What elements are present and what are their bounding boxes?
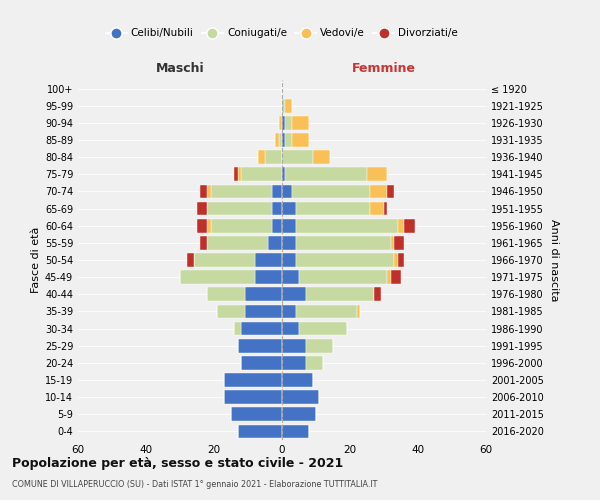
Bar bbox=[235, 322, 241, 336]
Bar bbox=[292, 184, 370, 198]
Bar bbox=[296, 253, 394, 267]
Bar bbox=[224, 373, 282, 387]
Bar bbox=[282, 270, 299, 284]
Bar bbox=[241, 168, 282, 181]
Bar bbox=[398, 253, 404, 267]
Bar bbox=[388, 184, 394, 198]
Bar bbox=[370, 184, 388, 198]
Bar bbox=[282, 408, 316, 421]
Bar bbox=[272, 219, 282, 232]
Bar bbox=[235, 168, 238, 181]
Bar bbox=[278, 133, 282, 147]
Bar bbox=[374, 288, 380, 301]
Bar bbox=[282, 236, 296, 250]
Bar bbox=[241, 322, 282, 336]
Bar bbox=[296, 236, 391, 250]
Bar bbox=[286, 116, 292, 130]
Text: Popolazione per età, sesso e stato civile - 2021: Popolazione per età, sesso e stato civil… bbox=[12, 458, 343, 470]
Bar bbox=[255, 270, 282, 284]
Bar bbox=[282, 150, 313, 164]
Bar bbox=[391, 270, 401, 284]
Bar bbox=[207, 288, 245, 301]
Bar bbox=[275, 133, 278, 147]
Bar bbox=[258, 150, 265, 164]
Bar bbox=[231, 408, 282, 421]
Bar bbox=[197, 219, 207, 232]
Bar bbox=[313, 150, 329, 164]
Bar bbox=[272, 202, 282, 215]
Bar bbox=[296, 304, 357, 318]
Bar bbox=[306, 356, 323, 370]
Text: Femmine: Femmine bbox=[352, 62, 416, 75]
Text: COMUNE DI VILLAPERUCCIO (SU) - Dati ISTAT 1° gennaio 2021 - Elaborazione TUTTITA: COMUNE DI VILLAPERUCCIO (SU) - Dati ISTA… bbox=[12, 480, 377, 489]
Bar bbox=[282, 390, 319, 404]
Bar bbox=[200, 236, 207, 250]
Bar bbox=[211, 219, 272, 232]
Bar bbox=[357, 304, 360, 318]
Bar bbox=[282, 184, 292, 198]
Bar bbox=[282, 424, 309, 438]
Bar bbox=[370, 202, 384, 215]
Bar bbox=[211, 184, 272, 198]
Text: Maschi: Maschi bbox=[155, 62, 205, 75]
Bar bbox=[282, 253, 296, 267]
Bar bbox=[245, 288, 282, 301]
Bar bbox=[187, 253, 194, 267]
Bar bbox=[282, 304, 296, 318]
Bar bbox=[217, 304, 245, 318]
Bar bbox=[278, 116, 282, 130]
Bar bbox=[391, 236, 394, 250]
Legend: Celibi/Nubili, Coniugati/e, Vedovi/e, Divorziati/e: Celibi/Nubili, Coniugati/e, Vedovi/e, Di… bbox=[101, 24, 463, 42]
Bar bbox=[282, 133, 286, 147]
Bar bbox=[282, 99, 286, 112]
Bar bbox=[286, 99, 292, 112]
Bar bbox=[404, 219, 415, 232]
Bar bbox=[238, 424, 282, 438]
Bar bbox=[394, 253, 398, 267]
Bar bbox=[255, 253, 282, 267]
Bar bbox=[286, 133, 292, 147]
Bar bbox=[238, 168, 241, 181]
Bar bbox=[265, 150, 282, 164]
Bar bbox=[282, 168, 286, 181]
Bar bbox=[207, 184, 211, 198]
Bar bbox=[241, 356, 282, 370]
Bar bbox=[197, 202, 207, 215]
Bar bbox=[207, 219, 211, 232]
Bar bbox=[282, 356, 306, 370]
Bar bbox=[299, 270, 388, 284]
Bar bbox=[282, 322, 299, 336]
Bar bbox=[200, 184, 207, 198]
Bar bbox=[238, 339, 282, 352]
Bar bbox=[306, 339, 333, 352]
Bar bbox=[282, 339, 306, 352]
Bar bbox=[296, 219, 398, 232]
Bar bbox=[224, 390, 282, 404]
Bar bbox=[207, 236, 268, 250]
Bar bbox=[282, 202, 296, 215]
Bar bbox=[282, 219, 296, 232]
Bar bbox=[296, 202, 370, 215]
Bar bbox=[272, 184, 282, 198]
Bar bbox=[207, 202, 272, 215]
Bar bbox=[306, 288, 374, 301]
Bar bbox=[299, 322, 347, 336]
Bar bbox=[388, 270, 391, 284]
Bar bbox=[384, 202, 388, 215]
Bar bbox=[194, 253, 255, 267]
Y-axis label: Anni di nascita: Anni di nascita bbox=[549, 219, 559, 301]
Bar bbox=[268, 236, 282, 250]
Bar bbox=[282, 288, 306, 301]
Bar bbox=[394, 236, 404, 250]
Bar bbox=[367, 168, 388, 181]
Bar bbox=[245, 304, 282, 318]
Bar bbox=[180, 270, 255, 284]
Bar bbox=[292, 133, 309, 147]
Y-axis label: Fasce di età: Fasce di età bbox=[31, 227, 41, 293]
Bar bbox=[286, 168, 367, 181]
Bar bbox=[282, 373, 313, 387]
Bar bbox=[398, 219, 404, 232]
Bar bbox=[292, 116, 309, 130]
Bar bbox=[282, 116, 286, 130]
